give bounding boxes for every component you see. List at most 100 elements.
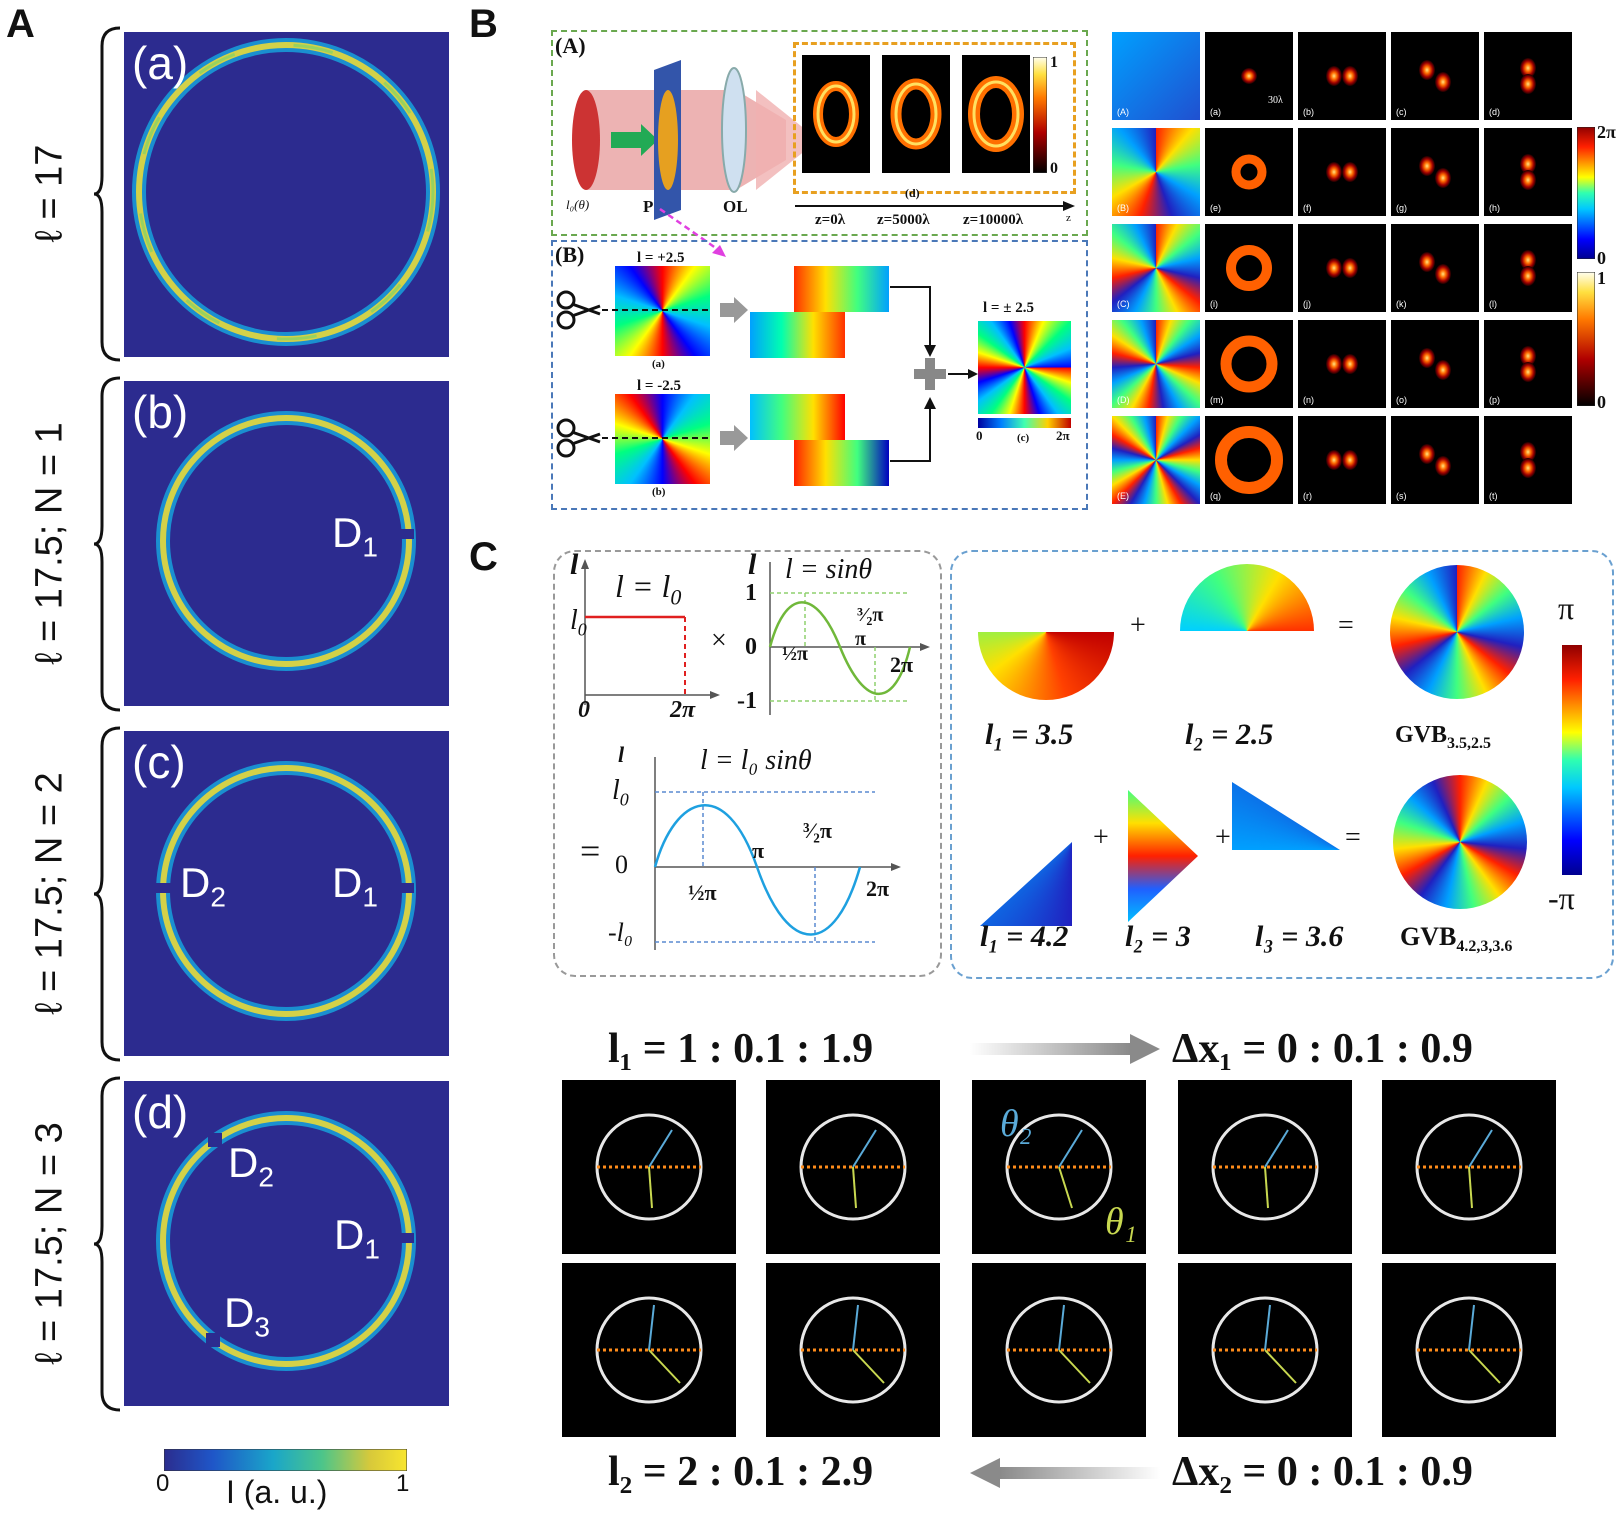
scale-bar-label: 30λ bbox=[1268, 95, 1283, 106]
intensity-cell: (t) bbox=[1484, 416, 1572, 504]
phase-construction-box bbox=[551, 240, 1088, 510]
eq2-gvb: GVB4.2,3,3.6 bbox=[1400, 922, 1513, 956]
cell-tag: (r) bbox=[1303, 491, 1312, 501]
brace bbox=[93, 376, 121, 712]
sub-tag: (B) bbox=[555, 242, 585, 267]
c-tag: (c) bbox=[1017, 432, 1030, 444]
subfigure-tag: (a) bbox=[132, 37, 189, 89]
cell-tag: (p) bbox=[1489, 395, 1500, 405]
seq-top-left: l₁ = 1 : 0.1 : 1.9 bbox=[608, 1026, 874, 1072]
vortex-thumbnail bbox=[562, 1263, 736, 1437]
axis-label-l: l bbox=[618, 742, 625, 767]
intensity-cell: (q) bbox=[1205, 416, 1293, 504]
intensity-cell: (a) bbox=[1205, 32, 1293, 120]
plus-sign: + bbox=[1093, 822, 1109, 853]
c-cb-max: 2π bbox=[1056, 428, 1070, 443]
cell-tag: (E) bbox=[1117, 491, 1129, 501]
z-axis-label: z bbox=[1066, 212, 1071, 224]
panel-letter-c: C bbox=[469, 535, 498, 579]
defect-label-d1: D1 bbox=[332, 859, 378, 913]
half-phase bbox=[794, 440, 889, 486]
intensity-colorbar-b bbox=[1577, 272, 1595, 406]
d-tag: (d) bbox=[905, 186, 920, 200]
theta2-label: θ₂ bbox=[1000, 1103, 1032, 1145]
cb-min: -π bbox=[1548, 880, 1575, 916]
l0-tick: l0 bbox=[612, 775, 629, 810]
plus-sign: + bbox=[1215, 822, 1231, 853]
gvb-disk bbox=[1390, 565, 1524, 699]
tick-minus-one: -1 bbox=[737, 688, 757, 714]
ring-image-d: (d) D2 D1 D3 bbox=[124, 1081, 449, 1406]
lens-label: OL bbox=[723, 197, 748, 216]
intensity-cell: (g) bbox=[1391, 128, 1479, 216]
tick-three-half-pi: ³⁄₂π bbox=[803, 818, 832, 843]
intensity-cell: (n) bbox=[1298, 320, 1386, 408]
row-label: ℓ = 17 bbox=[28, 144, 71, 243]
scissors-icon bbox=[556, 418, 711, 458]
vortex-thumbnail bbox=[766, 1263, 940, 1437]
intensity-cell: (b) bbox=[1298, 32, 1386, 120]
zero-tick: 0 bbox=[615, 850, 628, 879]
vortex-thumbnail bbox=[1178, 1263, 1352, 1437]
eq2-l1: l₁ = 4.2 bbox=[980, 920, 1069, 953]
a-tag: (a) bbox=[652, 358, 665, 370]
colorbar-max: 1 bbox=[396, 1470, 410, 1497]
function-box bbox=[553, 550, 942, 977]
panel-letter-b: B bbox=[469, 2, 498, 46]
vortex-thumbnail bbox=[562, 1080, 736, 1254]
intensity-cell: (e) bbox=[1205, 128, 1293, 216]
vortex-thumbnail bbox=[972, 1080, 1146, 1254]
sine-plot bbox=[768, 562, 930, 715]
optical-setup-diagram bbox=[572, 60, 806, 220]
phase-cell: (A) bbox=[1112, 32, 1200, 120]
product-eq: l = l₀ sinθ bbox=[700, 745, 812, 776]
zero-tick: 0 bbox=[578, 697, 590, 723]
cell-tag: (t) bbox=[1489, 491, 1498, 501]
intensity-cell: (h) bbox=[1484, 128, 1572, 216]
scissors-icon bbox=[556, 290, 711, 330]
colorbar-min: 0 bbox=[156, 1470, 170, 1497]
l-plus-label: l = +2.5 bbox=[637, 250, 685, 266]
axis-label-l: l bbox=[748, 548, 757, 581]
combine-arrows bbox=[890, 286, 978, 462]
product-plot bbox=[653, 757, 901, 950]
z-label: z=0λ bbox=[815, 212, 846, 228]
brace bbox=[93, 726, 121, 1062]
z-axis-arrow bbox=[795, 201, 1075, 211]
tick-half-pi: ½π bbox=[688, 880, 717, 905]
ring-image-a: (a) bbox=[124, 32, 449, 357]
cell-tag: (k) bbox=[1396, 299, 1407, 309]
sub-tag: (A) bbox=[555, 33, 586, 58]
intensity-cell: (k) bbox=[1391, 224, 1479, 312]
intensity-cell: (d) bbox=[1484, 32, 1572, 120]
intensity-cell: (r) bbox=[1298, 416, 1386, 504]
cell-tag: (B) bbox=[1117, 203, 1129, 213]
c-colorbar bbox=[978, 418, 1071, 428]
cb-max: π bbox=[1558, 590, 1575, 626]
beam-profile bbox=[802, 55, 870, 173]
defect-label-d1: D1 bbox=[334, 1211, 380, 1265]
cell-tag: (d) bbox=[1489, 107, 1500, 117]
intensity-colorbar bbox=[164, 1449, 407, 1471]
seq-bottom-right: Δx₂ = 0 : 0.1 : 0.9 bbox=[1172, 1449, 1473, 1495]
tick-pi: π bbox=[752, 838, 765, 863]
cell-tag: (j) bbox=[1303, 299, 1311, 309]
twopi-tick: 2π bbox=[670, 697, 696, 723]
panel-letter-a: A bbox=[6, 2, 35, 46]
phase-cell: (D) bbox=[1112, 320, 1200, 408]
vortex-thumbnail bbox=[1382, 1080, 1556, 1254]
b-tag: (b) bbox=[652, 486, 666, 498]
setup-box bbox=[551, 30, 1088, 236]
minus-l0-tick: -l₀ bbox=[608, 918, 633, 947]
eq2-l2: l₂ = 3 bbox=[1125, 920, 1191, 953]
row-label: ℓ = 17.5; N = 3 bbox=[28, 1122, 71, 1365]
vortex-thumbnail bbox=[1178, 1080, 1352, 1254]
tick-three-half-pi: ³⁄₂π bbox=[857, 604, 884, 626]
vortex-thumbnail bbox=[766, 1080, 940, 1254]
dashed-arrow bbox=[659, 207, 726, 257]
ring-image-b: (b) D1 bbox=[124, 381, 449, 706]
phase-colorbar bbox=[1577, 127, 1595, 259]
intensity-cell: (c) bbox=[1391, 32, 1479, 120]
eq1-l2: l₂ = 2.5 bbox=[1185, 718, 1274, 751]
seq-top-right: Δx₁ = 0 : 0.1 : 0.9 bbox=[1172, 1026, 1473, 1072]
